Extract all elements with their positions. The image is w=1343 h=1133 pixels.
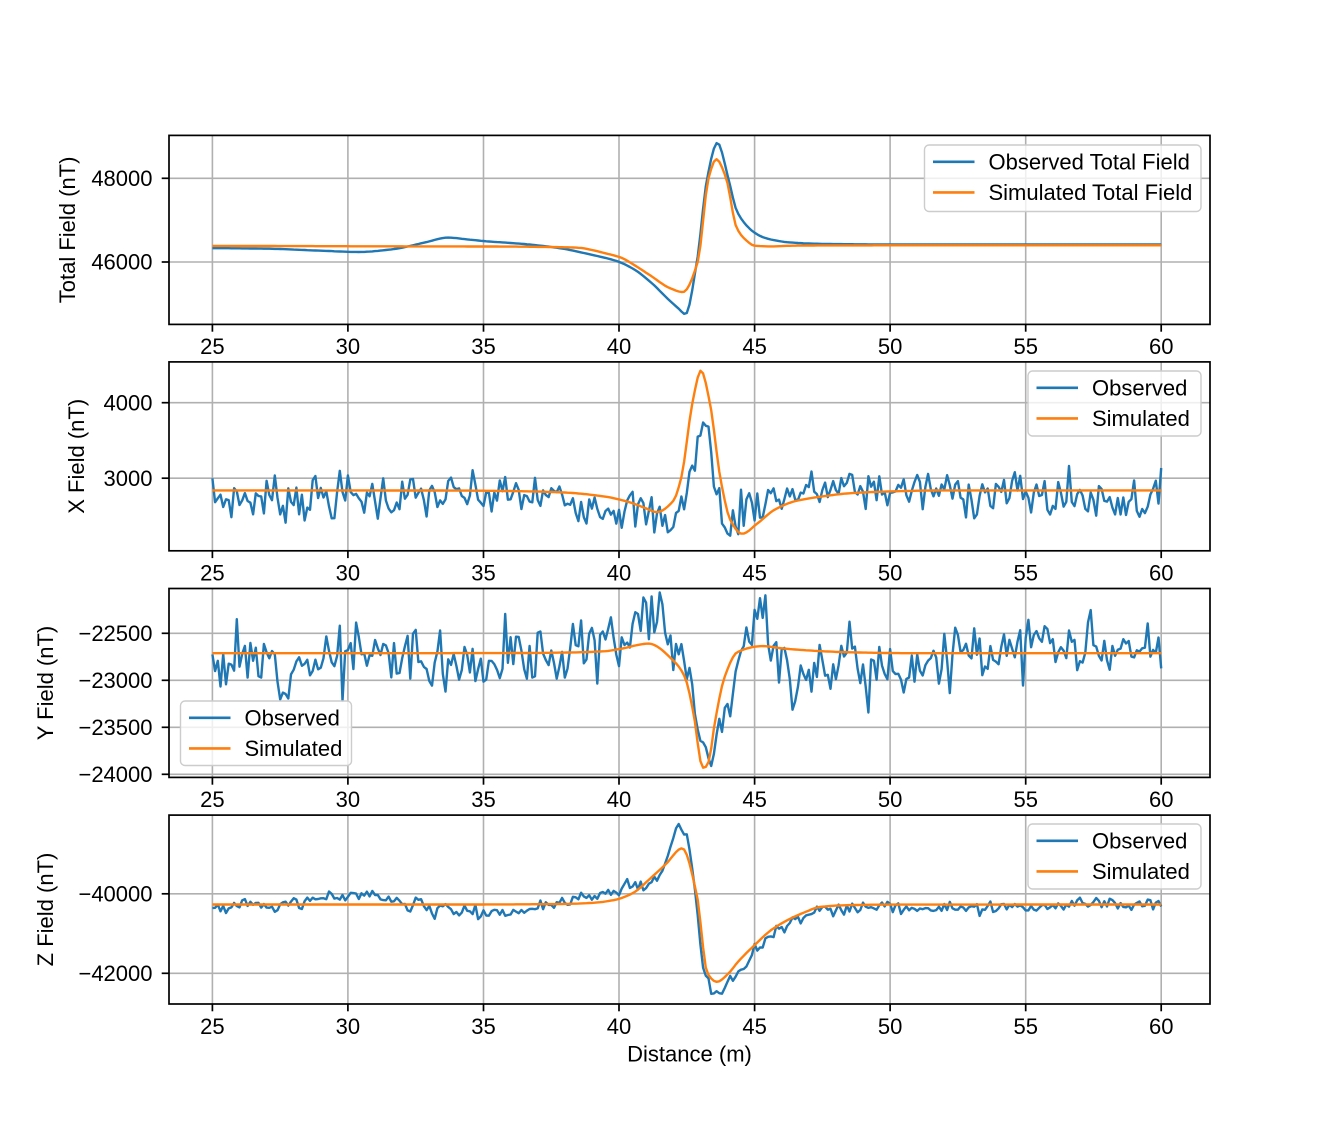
svg-text:−24000: −24000: [78, 762, 152, 787]
svg-text:4000: 4000: [104, 390, 153, 415]
svg-text:Distance (m): Distance (m): [627, 1042, 752, 1067]
svg-text:3000: 3000: [104, 466, 153, 491]
svg-text:35: 35: [471, 1014, 495, 1039]
svg-text:55: 55: [1013, 334, 1037, 359]
svg-text:45: 45: [742, 787, 766, 812]
svg-text:Observed Total Field: Observed Total Field: [989, 149, 1190, 174]
svg-text:40: 40: [607, 334, 631, 359]
svg-text:50: 50: [878, 1014, 902, 1039]
svg-text:60: 60: [1149, 787, 1173, 812]
svg-text:45: 45: [742, 1014, 766, 1039]
svg-text:35: 35: [471, 334, 495, 359]
svg-text:35: 35: [471, 561, 495, 586]
svg-text:X Field (nT): X Field (nT): [64, 399, 89, 514]
svg-text:Observed: Observed: [245, 705, 340, 730]
svg-text:Simulated Total Field: Simulated Total Field: [989, 180, 1193, 205]
svg-text:25: 25: [200, 787, 224, 812]
svg-text:35: 35: [471, 787, 495, 812]
svg-text:−40000: −40000: [78, 881, 152, 906]
svg-text:40: 40: [607, 787, 631, 812]
svg-text:40: 40: [607, 1014, 631, 1039]
svg-text:Z Field (nT): Z Field (nT): [33, 853, 58, 967]
svg-text:46000: 46000: [91, 250, 152, 275]
svg-text:30: 30: [336, 787, 360, 812]
svg-text:55: 55: [1013, 787, 1037, 812]
svg-text:Y Field (nT): Y Field (nT): [33, 626, 58, 741]
svg-text:−22500: −22500: [78, 621, 152, 646]
svg-text:60: 60: [1149, 334, 1173, 359]
svg-text:Simulated: Simulated: [1092, 859, 1190, 884]
svg-text:45: 45: [742, 334, 766, 359]
svg-text:55: 55: [1013, 561, 1037, 586]
svg-text:Simulated: Simulated: [1092, 406, 1190, 431]
svg-text:−23000: −23000: [78, 668, 152, 693]
svg-text:48000: 48000: [91, 166, 152, 191]
svg-text:30: 30: [336, 334, 360, 359]
svg-text:50: 50: [878, 787, 902, 812]
svg-text:30: 30: [336, 1014, 360, 1039]
svg-text:25: 25: [200, 1014, 224, 1039]
svg-text:45: 45: [742, 561, 766, 586]
svg-text:60: 60: [1149, 1014, 1173, 1039]
svg-text:40: 40: [607, 561, 631, 586]
svg-text:50: 50: [878, 334, 902, 359]
svg-text:25: 25: [200, 561, 224, 586]
svg-text:Total Field (nT): Total Field (nT): [55, 157, 80, 304]
svg-text:30: 30: [336, 561, 360, 586]
svg-text:−42000: −42000: [78, 961, 152, 986]
svg-text:Observed: Observed: [1092, 375, 1187, 400]
svg-text:−23500: −23500: [78, 715, 152, 740]
svg-text:50: 50: [878, 561, 902, 586]
svg-text:Observed: Observed: [1092, 828, 1187, 853]
svg-text:Simulated: Simulated: [245, 736, 343, 761]
svg-text:55: 55: [1013, 1014, 1037, 1039]
svg-text:25: 25: [200, 334, 224, 359]
svg-text:60: 60: [1149, 561, 1173, 586]
